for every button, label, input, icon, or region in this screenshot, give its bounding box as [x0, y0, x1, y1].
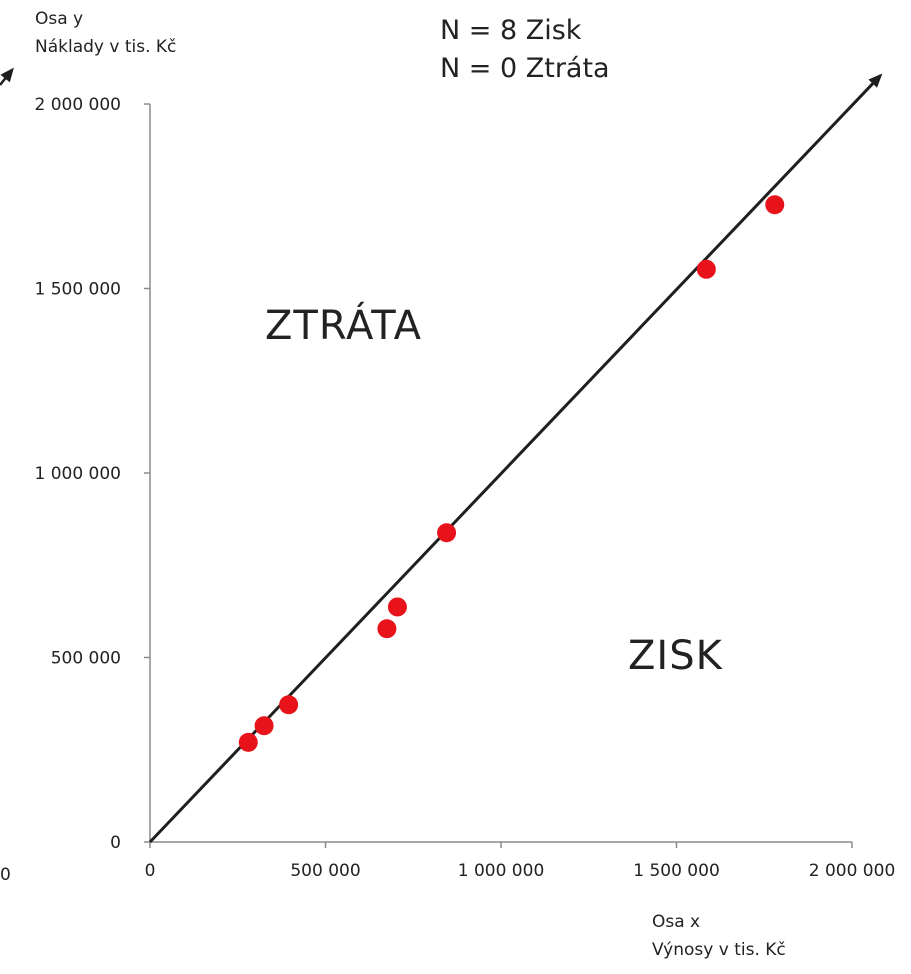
y-axis-top-arrow — [0, 67, 14, 86]
chart-header: N = 8 Zisk N = 0 Ztráta — [440, 12, 610, 88]
x-tick-label: 500 000 — [290, 861, 360, 881]
header-line-profit: N = 8 Zisk — [440, 15, 582, 46]
data-point — [696, 259, 716, 279]
data-points — [238, 195, 785, 752]
data-point — [765, 195, 785, 215]
y-tick-label: 0 — [110, 833, 121, 853]
x-axis-caption-line-1: Osa x — [652, 912, 701, 932]
data-point — [254, 716, 274, 736]
y-axis-caption-line-1: Osa y — [35, 9, 84, 29]
x-tick-label: 1 500 000 — [633, 861, 720, 881]
y-tick-label: 1 500 000 — [34, 280, 121, 300]
region-label-loss: ZTRÁTA — [265, 303, 422, 349]
y-axis-caption: Osa y Náklady v tis. Kč — [35, 5, 176, 61]
x-tick-label: 0 — [145, 861, 156, 881]
axis-ticks — [144, 103, 853, 848]
y-axis-caption-line-2: Náklady v tis. Kč — [35, 37, 177, 57]
y-tick-label: 1 000 000 — [34, 464, 121, 484]
reference-line-group — [148, 73, 883, 844]
y-tick-label: 500 000 — [51, 649, 121, 669]
data-point — [238, 732, 258, 752]
data-point — [437, 523, 457, 543]
data-point — [279, 695, 299, 715]
axis-tick-labels: 0 500 000 1 000 000 1 500 000 2 000 000 0 500 … — [34, 95, 895, 881]
reference-line — [148, 73, 883, 844]
header-line-loss: N = 0 Ztráta — [440, 53, 610, 84]
data-point — [377, 619, 397, 639]
data-point — [387, 597, 407, 617]
x-axis-caption: Osa x Výnosy v tis. Kč — [652, 908, 786, 964]
y-tick-label: 2 000 000 — [34, 95, 121, 115]
x-tick-label: 2 000 000 — [809, 861, 896, 881]
stray-zero-label: 0 — [0, 865, 11, 885]
x-axis-caption-line-2: Výnosy v tis. Kč — [652, 940, 786, 960]
x-tick-label: 1 000 000 — [458, 861, 545, 881]
plot-frame — [0, 67, 852, 843]
region-label-profit: ZISK — [628, 633, 723, 679]
